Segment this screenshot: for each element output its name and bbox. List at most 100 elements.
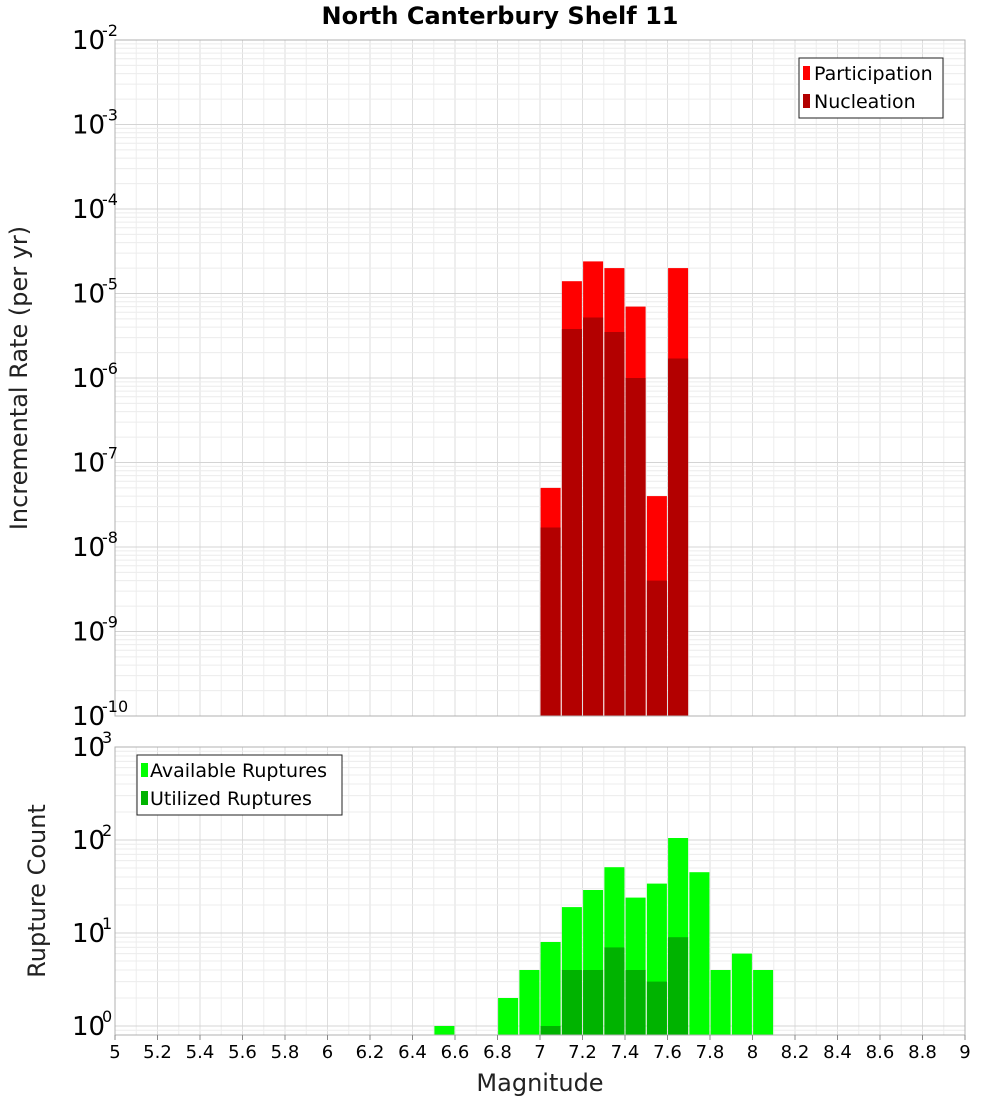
count-bar-available-ruptures [731, 953, 752, 1035]
rate-bar-nucleation [583, 317, 604, 716]
x-tick-label: 6.2 [356, 1042, 385, 1063]
count-bar-utilized-ruptures [625, 970, 646, 1035]
y-tick-label: 10-2 [72, 21, 118, 56]
x-tick-label: 7.4 [611, 1042, 640, 1063]
chart-title: North Canterbury Shelf 11 [322, 2, 679, 30]
x-tick-label: 6 [322, 1042, 333, 1063]
y-tick-exponent: -7 [102, 444, 118, 463]
x-tick-label: 5.8 [271, 1042, 300, 1063]
y-tick-base: 10 [72, 1012, 105, 1042]
y-tick-label: 103 [72, 728, 112, 763]
x-tick-label: 6.6 [441, 1042, 470, 1063]
y-tick-label: 10-5 [72, 275, 118, 310]
y-tick-label: 10-4 [72, 190, 118, 225]
x-tick-label: 5 [109, 1042, 120, 1063]
x-tick-label: 7.8 [696, 1042, 725, 1063]
count-bar-utilized-ruptures [540, 1026, 561, 1035]
y-tick-exponent: -10 [102, 697, 128, 716]
count-legend-box [136, 754, 343, 816]
x-tick-label: 8.4 [823, 1042, 852, 1063]
y-tick-base: 10 [72, 733, 105, 763]
y-tick-label: 10-8 [72, 528, 118, 563]
count-bar-utilized-ruptures [561, 970, 582, 1035]
y-tick-base: 10 [72, 26, 105, 56]
legend-label-utilized-ruptures: Utilized Ruptures [150, 788, 312, 810]
y-tick-label: 10-10 [72, 697, 128, 732]
x-tick-label: 6.8 [483, 1042, 512, 1063]
rate-bar-nucleation [540, 527, 561, 716]
y-tick-exponent: -9 [102, 613, 118, 632]
rate-grid [114, 39, 966, 717]
y-tick-base: 10 [72, 702, 105, 732]
count-bar-available-ruptures [434, 1026, 455, 1035]
y-tick-exponent: -6 [102, 359, 118, 378]
rate-bar-nucleation [646, 580, 667, 716]
y-tick-base: 10 [72, 195, 105, 225]
legend-swatch-available-ruptures [141, 763, 148, 777]
legend-label-available-ruptures: Available Ruptures [150, 760, 327, 782]
count-bars [434, 838, 774, 1035]
y-tick-exponent: 1 [102, 914, 112, 933]
rate-bar-nucleation [625, 378, 646, 716]
y-tick-exponent: 2 [102, 821, 112, 840]
x-tick-label: 8.8 [908, 1042, 937, 1063]
y-tick-exponent: -8 [102, 528, 118, 547]
y-tick-base: 10 [72, 618, 105, 648]
legend-swatch-nucleation [803, 94, 810, 108]
count-bar-available-ruptures [498, 998, 519, 1035]
legend-swatch-participation [803, 66, 810, 80]
rate-y-axis-label: Incremental Rate (per yr) [5, 226, 33, 530]
x-tick-label: 7.6 [653, 1042, 682, 1063]
y-tick-label: 101 [72, 914, 112, 949]
y-tick-exponent: -4 [102, 190, 118, 209]
y-tick-label: 10-9 [72, 613, 118, 648]
count-bar-utilized-ruptures [646, 981, 667, 1035]
y-tick-base: 10 [72, 280, 105, 310]
y-tick-base: 10 [72, 826, 105, 856]
x-tick-label: 9 [959, 1042, 970, 1063]
count-bar-available-ruptures [753, 970, 774, 1035]
y-tick-label: 10-7 [72, 444, 118, 479]
count-y-axis-label: Rupture Count [23, 804, 51, 978]
y-tick-base: 10 [72, 364, 105, 394]
x-tick-label: 7 [534, 1042, 545, 1063]
rate-bar-nucleation [561, 329, 582, 716]
count-bar-utilized-ruptures [583, 970, 604, 1035]
count-bar-available-ruptures [689, 872, 710, 1035]
y-tick-base: 10 [72, 111, 105, 141]
x-tick-label: 8.6 [866, 1042, 895, 1063]
rate-bar-nucleation [668, 358, 689, 716]
y-tick-exponent: 0 [102, 1007, 112, 1026]
x-tick-label: 5.6 [228, 1042, 257, 1063]
y-tick-base: 10 [72, 449, 105, 479]
legend-label-participation: Participation [814, 63, 933, 85]
y-tick-exponent: 3 [102, 728, 112, 747]
count-bar-available-ruptures [540, 942, 561, 1035]
y-tick-label: 102 [72, 821, 112, 856]
rate-legend: Participation Nucleation [798, 57, 944, 119]
count-bar-available-ruptures [519, 970, 540, 1035]
x-tick-label: 5.4 [186, 1042, 215, 1063]
y-tick-base: 10 [72, 919, 105, 949]
y-tick-exponent: -5 [102, 275, 118, 294]
rate-bars [540, 261, 689, 716]
y-tick-label: 100 [72, 1007, 112, 1042]
y-tick-exponent: -2 [102, 21, 118, 40]
x-tick-label: 5.2 [143, 1042, 172, 1063]
x-ticks: 5 5.2 5.4 5.6 5.8 6 6.2 6.4 6.6 6.8 7 7.2 7.4 7.6 7.8 8… [109, 1035, 971, 1063]
y-tick-label: 10-3 [72, 106, 118, 141]
x-tick-label: 8.2 [781, 1042, 810, 1063]
rate-plot-border [114, 39, 966, 717]
count-bar-utilized-ruptures [668, 937, 689, 1035]
legend-label-nucleation: Nucleation [814, 91, 916, 113]
count-bar-utilized-ruptures [604, 947, 625, 1035]
rate-bar-nucleation [604, 332, 625, 716]
y-tick-base: 10 [72, 533, 105, 563]
x-tick-label: 6.4 [398, 1042, 427, 1063]
x-axis-label: Magnitude [476, 1069, 603, 1097]
